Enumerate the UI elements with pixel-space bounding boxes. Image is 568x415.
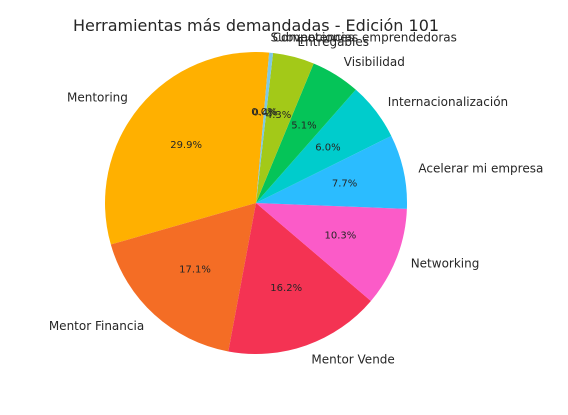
pct-label-mentoring: 29.9% xyxy=(170,140,202,151)
pie-slice-entregables xyxy=(256,52,314,203)
pct-label-networking: 10.3% xyxy=(325,231,357,242)
category-label-subvenciones: Subvenciones xyxy=(271,31,354,45)
pie-slice-mentor-financia xyxy=(110,203,256,352)
chart-title: Herramientas más demandadas - Edición 10… xyxy=(73,16,439,35)
pie-slice-visibilidad xyxy=(256,63,356,203)
category-labels: Mentoring Mentor Financia Mentor Vende Netw… xyxy=(49,31,543,367)
pie-slice-mentor-vende xyxy=(228,203,371,355)
category-label-internacionalizacion: Internacionalización xyxy=(388,95,508,109)
pie-slices xyxy=(105,51,408,355)
pie-slice-internacionalizacion xyxy=(256,89,392,203)
pct-label-mentor-financia: 17.1% xyxy=(179,265,211,276)
pie-slice-acelerar-mi-empresa xyxy=(256,135,408,209)
percentage-labels: 29.9% 17.1% 16.2% 10.3% 7.7% 6.0% 5.1%4.3%0.4%… xyxy=(170,107,357,294)
category-label-visibilidad: Visibilidad xyxy=(344,55,405,69)
pct-label-acelerar-mi-empresa: 7.7% xyxy=(332,179,357,190)
pct-label-visibilidad: 5.1% xyxy=(291,121,316,132)
pct-label-internacionalizacion: 6.0% xyxy=(315,142,340,153)
category-label-entregables: Entregables xyxy=(298,35,370,49)
category-label-competencias-emprendedoras: Competencias emprendedoras xyxy=(273,31,457,45)
pie-slice-networking xyxy=(256,203,407,301)
category-label-mentoring: Mentoring xyxy=(67,90,128,104)
pie-slice-competencias-emprendedoras xyxy=(256,52,274,203)
pie-slice-mentoring xyxy=(105,51,270,245)
category-label-acelerar-mi-empresa: Acelerar mi empresa xyxy=(418,161,543,175)
category-label-mentor-vende: Mentor Vende xyxy=(311,353,394,367)
pct-label-competencias-emprendedoras: 0.4% xyxy=(252,107,277,118)
category-label-networking: Networking xyxy=(411,256,480,270)
pct-label-entregables: 4.3% xyxy=(266,110,291,121)
category-label-mentor-financia: Mentor Financia xyxy=(49,319,144,333)
pct-label-subvenciones: 0.0% xyxy=(251,107,276,118)
pct-label-mentor-vende: 16.2% xyxy=(270,283,302,294)
